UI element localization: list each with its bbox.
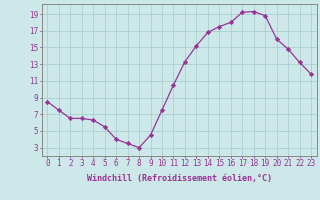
X-axis label: Windchill (Refroidissement éolien,°C): Windchill (Refroidissement éolien,°C) bbox=[87, 174, 272, 183]
